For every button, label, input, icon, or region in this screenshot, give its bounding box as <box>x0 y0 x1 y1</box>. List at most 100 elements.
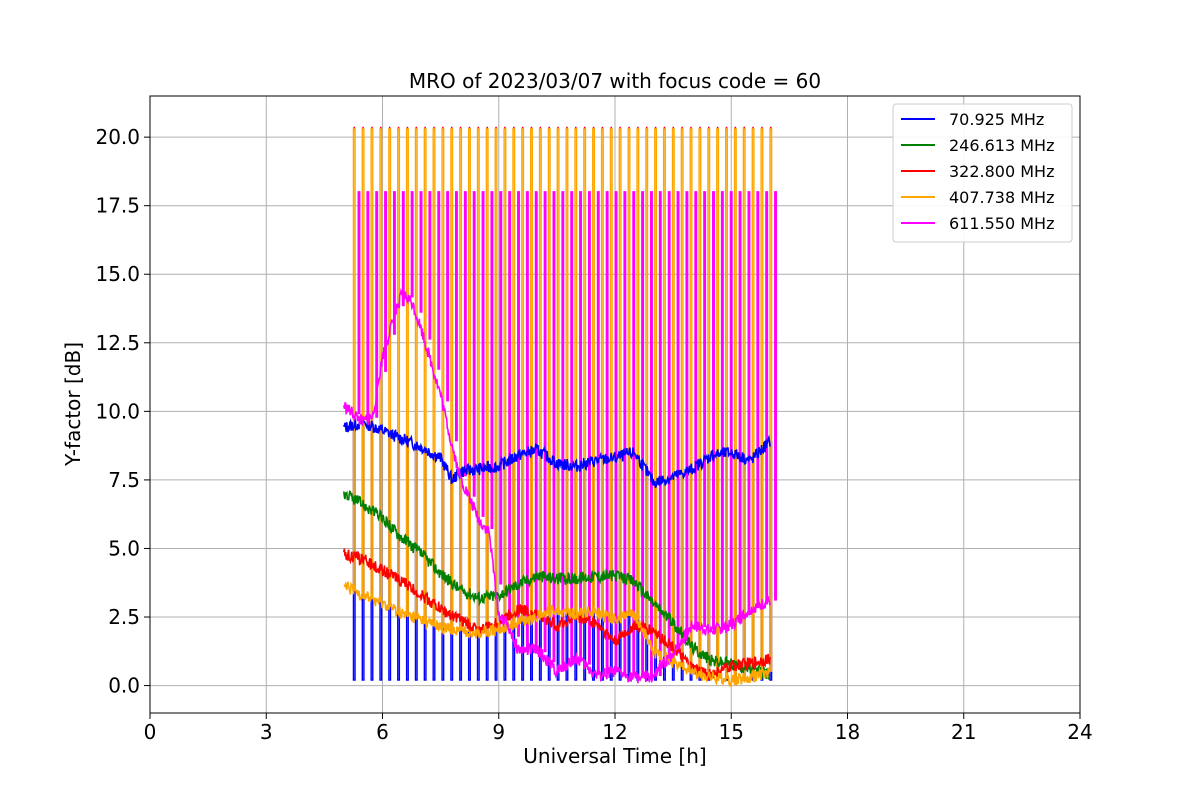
calibration-pulse-mid <box>455 191 458 442</box>
calibration-pulse-mid <box>490 191 494 529</box>
calibration-pulse-high <box>485 128 489 632</box>
calibration-pulse-high <box>467 128 471 632</box>
calibration-pulse-mid <box>756 191 760 609</box>
calibration-pulse-mid <box>499 191 503 585</box>
y-tick-label: 2.5 <box>108 605 140 629</box>
calibration-pulse-mid <box>676 191 680 654</box>
calibration-pulse-mid <box>552 191 556 663</box>
calibration-pulse-mid <box>508 191 512 621</box>
calibration-pulse-mid <box>712 191 715 630</box>
axis-ticks: 0 3 6 9 12 15 18 21 24 0.0 2.5 5.0 7.5 10.0 12.5 15.0 17… <box>95 125 1092 744</box>
calibration-pulse-high <box>388 128 392 607</box>
calibration-pulse-mid <box>632 191 636 676</box>
calibration-pulse-high <box>414 128 418 619</box>
calibration-pulse-high <box>405 128 409 616</box>
series-line <box>343 548 771 681</box>
calibration-pulse-mid <box>774 191 778 601</box>
calibration-pulse-high <box>733 128 737 680</box>
calibration-pulse-high <box>662 128 666 657</box>
calibration-pulse-high <box>724 128 728 680</box>
calibration-pulse-mid <box>703 191 707 628</box>
x-tick-label: 15 <box>719 720 744 744</box>
legend-entry: 407.738 MHz <box>949 188 1054 207</box>
x-tick-label: 24 <box>1067 720 1092 744</box>
calibration-pulse-high <box>751 128 755 677</box>
calibration-pulse-mid <box>605 191 609 674</box>
y-tick-label: 0.0 <box>108 674 140 698</box>
calibration-pulse-high <box>565 128 569 612</box>
y-tick-label: 5.0 <box>108 536 140 560</box>
calibration-pulse-high <box>494 128 498 629</box>
calibration-pulse-high <box>742 128 746 679</box>
calibration-pulse-high <box>538 128 542 617</box>
calibration-pulse-mid <box>685 191 689 642</box>
calibration-pulse-mid <box>720 191 724 630</box>
calibration-pulse-mid <box>392 191 396 335</box>
y-axis-label: Y-factor [dB] <box>61 342 85 467</box>
x-axis-label: Universal Time [h] <box>523 744 706 768</box>
calibration-pulse-high <box>459 128 463 631</box>
calibration-pulse-high <box>689 128 693 671</box>
calibration-pulse-mid <box>463 191 467 477</box>
legend: 70.925 MHz 246.613 MHz 322.800 MHz 407.738 … <box>892 103 1073 243</box>
plot-area <box>343 126 778 688</box>
calibration-pulse-mid <box>446 191 450 402</box>
calibration-pulse-mid <box>419 191 423 313</box>
calibration-pulse-high <box>450 128 454 630</box>
calibration-pulse-mid <box>667 191 671 665</box>
calibration-pulse-mid <box>375 191 379 418</box>
calibration-pulse-mid <box>694 191 698 629</box>
calibration-pulse-high <box>769 128 773 672</box>
calibration-pulse-high <box>760 128 764 675</box>
calibration-pulse-high <box>671 128 675 661</box>
calibration-pulse-mid <box>384 191 388 372</box>
calibration-pulse-high <box>627 128 631 617</box>
series-line <box>343 417 771 489</box>
calibration-pulse-high <box>476 128 480 634</box>
series-line <box>343 287 771 684</box>
calibration-pulse-high <box>370 128 374 599</box>
calibration-pulse-mid <box>525 191 529 650</box>
y-tick-label: 15.0 <box>95 262 140 286</box>
calibration-pulse-high <box>441 128 445 629</box>
calibration-pulse-high <box>716 128 720 679</box>
calibration-pulse-mid <box>570 191 574 666</box>
calibration-pulse-mid <box>747 191 751 615</box>
calibration-pulse-mid <box>517 191 520 637</box>
calibration-pulse-mid <box>357 191 361 415</box>
calibration-pulse-mid <box>410 191 414 298</box>
legend-box <box>892 103 1073 243</box>
calibration-pulse-mid <box>658 191 662 677</box>
calibration-pulse-high <box>618 128 622 619</box>
x-tick-label: 0 <box>144 720 157 744</box>
calibration-pulse-mid <box>543 191 547 653</box>
calibration-pulse-high <box>361 128 365 595</box>
calibration-pulse-high <box>556 128 560 609</box>
calibration-pulse-mid <box>561 191 565 672</box>
calibration-pulse-high <box>547 128 551 613</box>
calibration-pulse-mid <box>596 191 600 673</box>
calibration-pulse-high <box>592 128 596 612</box>
x-tick-label: 6 <box>376 720 389 744</box>
calibration-pulse-mid <box>428 191 432 340</box>
calibration-pulse-high <box>583 128 587 614</box>
y-tick-label: 20.0 <box>95 125 140 149</box>
calibration-pulse-mid <box>366 191 370 422</box>
calibration-pulse-mid <box>641 191 645 678</box>
calibration-pulse-mid <box>614 191 618 673</box>
calibration-pulse-high <box>698 128 702 674</box>
y-tick-label: 7.5 <box>108 468 140 492</box>
calibration-pulse-high <box>680 128 684 666</box>
legend-entry: 70.925 MHz <box>949 110 1044 129</box>
series-line <box>343 490 771 680</box>
x-tick-label: 21 <box>951 720 976 744</box>
calibration-pulse-high <box>636 128 640 620</box>
calibration-pulse-mid <box>587 191 591 665</box>
calibration-pulse-mid <box>481 191 485 517</box>
x-tick-label: 3 <box>260 720 273 744</box>
calibration-pulse-high <box>352 128 356 591</box>
series-line <box>343 581 771 688</box>
legend-entry: 322.800 MHz <box>949 162 1054 181</box>
x-tick-label: 18 <box>835 720 860 744</box>
